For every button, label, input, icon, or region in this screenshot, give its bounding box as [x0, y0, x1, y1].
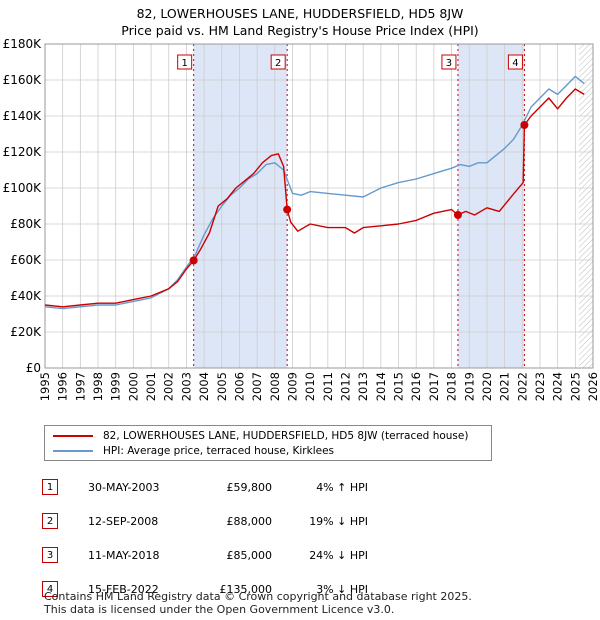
y-tick-label: £80K — [10, 217, 42, 231]
sale-point — [520, 121, 529, 129]
sale-label-box — [441, 54, 457, 70]
sale-price: £88,000 — [226, 514, 273, 528]
sale-number-badge: 2 — [42, 513, 58, 529]
price-paid-line — [44, 88, 585, 308]
ownership-period-shade — [193, 44, 288, 368]
x-tick-label: 2011 — [321, 372, 335, 401]
sale-label-number: 1 — [181, 58, 187, 69]
x-tick-label: 2025 — [568, 372, 582, 401]
legend-label-hpi: HPI: Average price, terraced house, Kirk… — [103, 445, 335, 457]
x-tick-label: 2005 — [215, 372, 229, 401]
x-tick-label: 2000 — [126, 372, 140, 401]
y-tick-label: £60K — [10, 253, 42, 267]
x-tick-label: 2018 — [445, 372, 459, 401]
legend: 82, LOWERHOUSES LANE, HUDDERSFIELD, HD5 … — [44, 425, 492, 461]
y-tick-label: £0 — [26, 361, 41, 375]
x-tick-label: 2024 — [551, 372, 565, 401]
sale-price: £85,000 — [226, 548, 273, 562]
price-chart: £0 £20K £40K £60K £80K £100K £120K £140K £160K £1… — [3, 37, 600, 401]
table-row: 3 11-MAY-2018 £85,000 24% ↓ HPI — [42, 538, 368, 572]
x-tick-label: 2026 — [586, 372, 600, 401]
sale-point — [453, 211, 462, 219]
sale-number-badge: 4 — [42, 581, 58, 597]
x-tick-label: 2021 — [498, 372, 512, 401]
chart-title: 82, LOWERHOUSES LANE, HUDDERSFIELD, HD5 … — [136, 6, 464, 21]
legend-label-price: 82, LOWERHOUSES LANE, HUDDERSFIELD, HD5 … — [103, 430, 469, 442]
ownership-period-shade — [457, 44, 525, 368]
sale-hpi-diff: 4% ↑ HPI — [316, 480, 368, 494]
x-tick-label: 2007 — [250, 372, 264, 401]
x-tick-label: 2015 — [392, 372, 406, 401]
legend-item-hpi: HPI: Average price, terraced house, Kirk… — [53, 443, 334, 459]
x-tick-label: 2023 — [533, 372, 547, 401]
x-tick-label: 2014 — [374, 372, 388, 401]
forecast-hatch-region — [578, 44, 593, 368]
x-tick-label: 2016 — [409, 372, 423, 401]
x-tick-label: 2010 — [303, 372, 317, 401]
sale-date: 11-MAY-2018 — [88, 548, 160, 562]
plot-frame — [44, 43, 594, 369]
footer-licence: This data is licensed under the Open Gov… — [44, 603, 395, 616]
x-tick-label: 2004 — [197, 372, 211, 401]
y-tick-label: £40K — [10, 289, 42, 303]
x-tick-label: 2012 — [339, 372, 353, 401]
hpi-line — [44, 75, 585, 310]
sale-hpi-diff: 19% ↓ HPI — [309, 514, 368, 528]
x-tick-label: 1995 — [38, 372, 52, 401]
x-tick-label: 2017 — [427, 372, 441, 401]
sale-label-box — [177, 54, 193, 70]
legend-swatch-price — [53, 435, 93, 437]
sale-label-number: 2 — [275, 58, 281, 69]
x-tick-label: 1996 — [56, 372, 70, 401]
y-tick-label: £160K — [3, 73, 43, 87]
sale-point — [189, 256, 198, 265]
y-tick-label: £100K — [3, 181, 43, 195]
sale-label-box — [507, 54, 523, 70]
sale-price: £135,000 — [219, 582, 273, 596]
x-tick-label: 2006 — [232, 372, 246, 401]
x-tick-label: 2002 — [162, 372, 176, 401]
x-tick-label: 2019 — [462, 372, 476, 401]
sale-label-number: 4 — [512, 58, 518, 69]
sale-label-number: 3 — [446, 58, 452, 69]
sale-label-box — [270, 54, 286, 70]
sale-price: £59,800 — [226, 480, 273, 494]
x-tick-label: 2009 — [285, 372, 299, 401]
sale-date: 12-SEP-2008 — [88, 514, 159, 528]
sales-table: 1 30-MAY-2003 £59,800 4% ↑ HPI 2 12-SEP-… — [42, 470, 368, 606]
x-tick-label: 2013 — [356, 372, 370, 401]
y-tick-label: £140K — [3, 109, 43, 123]
footer-copyright: Contains HM Land Registry data © Crown c… — [44, 590, 472, 603]
x-tick-label: 2022 — [515, 372, 529, 401]
table-row: 1 30-MAY-2003 £59,800 4% ↑ HPI — [42, 470, 368, 504]
x-tick-label: 2003 — [179, 372, 193, 401]
y-tick-label: £180K — [3, 37, 43, 51]
table-row: 2 12-SEP-2008 £88,000 19% ↓ HPI — [42, 504, 368, 538]
x-tick-label: 1997 — [73, 372, 87, 401]
table-row: 4 15-FEB-2022 £135,000 3% ↓ HPI — [42, 572, 368, 606]
sale-hpi-diff: 3% ↓ HPI — [316, 582, 368, 596]
x-tick-label: 2001 — [144, 372, 158, 401]
sale-point — [283, 205, 292, 214]
footer: Contains HM Land Registry data © Crown c… — [44, 590, 472, 616]
sale-number-badge: 1 — [42, 479, 58, 495]
sale-date: 15-FEB-2022 — [88, 582, 159, 596]
y-tick-label: £120K — [3, 145, 43, 159]
x-tick-label: 2020 — [480, 372, 494, 401]
sale-date: 30-MAY-2003 — [88, 480, 160, 494]
sale-number-badge: 3 — [42, 547, 58, 563]
legend-item-price: 82, LOWERHOUSES LANE, HUDDERSFIELD, HD5 … — [53, 428, 468, 444]
chart-subtitle: Price paid vs. HM Land Registry's House … — [121, 23, 479, 38]
y-tick-label: £20K — [10, 325, 42, 339]
sale-hpi-diff: 24% ↓ HPI — [309, 548, 368, 562]
x-tick-label: 1998 — [91, 372, 105, 401]
legend-swatch-hpi — [53, 450, 93, 452]
x-tick-label: 1999 — [109, 372, 123, 401]
x-tick-label: 2008 — [268, 372, 282, 401]
